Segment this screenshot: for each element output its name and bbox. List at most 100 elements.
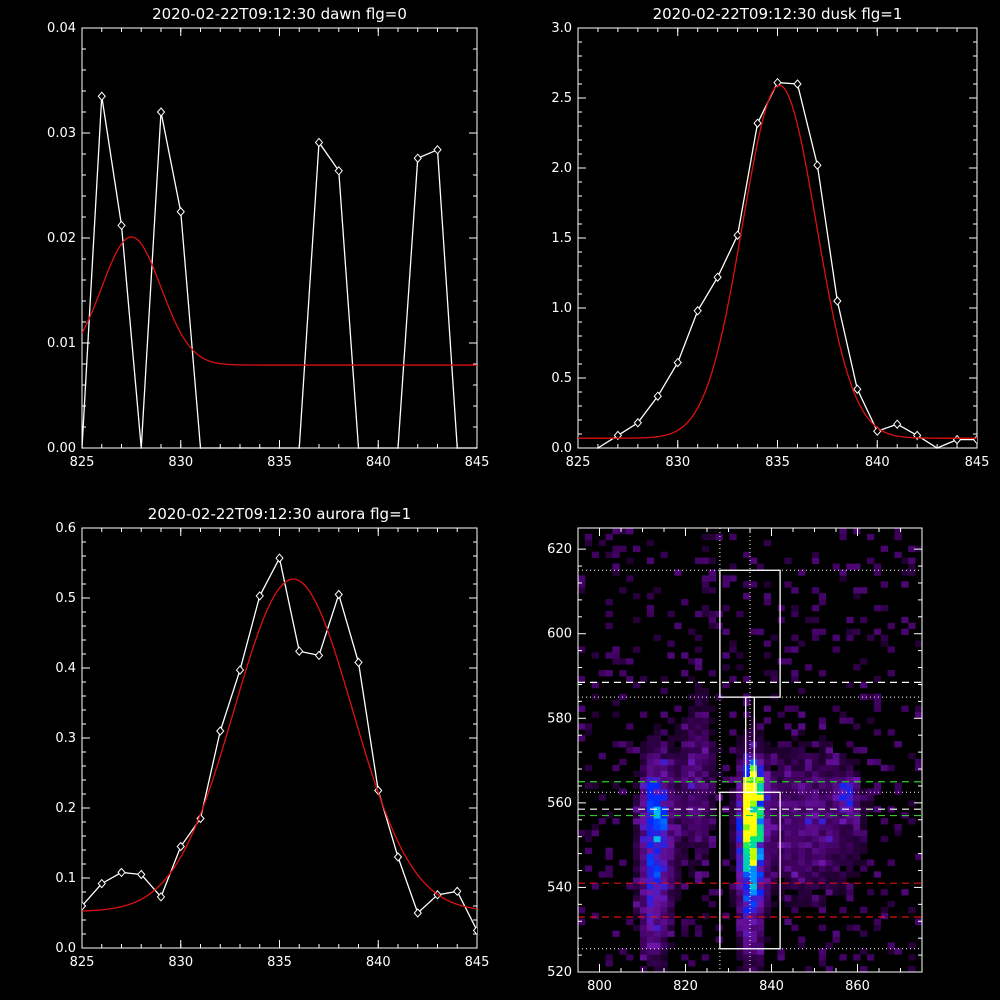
x-tick-label: 835 [765,455,790,470]
y-tick-label: 0.5 [55,591,76,606]
data-point [673,357,682,368]
data-point [97,878,106,889]
y-tick-label: 580 [547,711,572,726]
data-point [393,852,403,862]
chart-panel-4: 800 820 840 860 520 540 560 580 600 620 [547,527,923,994]
x-tick-label: 825 [70,955,95,970]
y-tick-label: 0.0 [551,441,572,456]
data-point [793,79,802,89]
data-point [413,908,422,918]
y-tick-label: 540 [547,880,572,895]
y-tick-label: 0.5 [551,371,572,386]
data-point [314,650,324,661]
x-tick-label: 840 [865,455,890,470]
data-point [255,591,264,601]
y-tick-label: 1.0 [551,301,572,316]
chart-title: 2020-02-22T09:12:30 dawn flg=0 [152,5,407,23]
x-tick-label: 845 [965,455,990,470]
region-box [719,791,781,950]
chart-panel-1: 825 830 835 840 845 0.00 0.01 0.02 0.03 0.04 2020-… [47,5,489,470]
chart-panel-2: 825 830 835 840 845 0.0 0.5 1.0 1.5 2.0 2.5 3.0 2020… [551,5,989,470]
data-point [633,418,643,428]
data-point [82,901,87,911]
y-tick-label: 0.3 [55,731,76,746]
data-point [597,447,599,449]
data-point [117,220,126,231]
y-tick-label: 0.01 [47,336,76,351]
x-tick-label: 835 [267,455,292,470]
y-tick-label: 560 [547,796,572,811]
data-line [82,96,477,449]
x-tick-label: 860 [845,979,870,994]
y-tick-label: 0.4 [55,661,76,676]
data-point [334,166,343,176]
x-tick-label: 840 [759,979,784,994]
data-point [476,447,477,449]
data-point [693,306,702,316]
x-tick-label: 830 [665,455,690,470]
data-point [413,153,422,163]
data-point [613,430,623,441]
y-tick-label: 0.00 [47,441,76,456]
data-point [433,145,442,155]
x-tick-label: 825 [70,455,95,470]
plot-area [578,77,977,449]
fit-curve [82,236,477,366]
data-point [853,384,862,394]
data-line [597,81,977,449]
data-point [972,434,977,445]
y-tick-label: 520 [547,965,572,980]
data-point [156,107,166,117]
data-point [176,206,185,217]
y-tick-label: 2.0 [551,161,572,176]
data-point [733,230,742,240]
data-point [82,447,83,449]
chart-title: 2020-02-22T09:12:30 dusk flg=1 [653,5,903,23]
data-point [97,91,106,102]
fit-curve [578,84,977,439]
data-point [472,925,477,936]
axes-frame [577,27,978,449]
plot-area [82,553,477,936]
x-tick-label: 840 [366,955,391,970]
data-point [196,813,205,824]
data-point [156,892,166,902]
x-tick-label: 830 [168,455,193,470]
data-point [453,886,462,897]
y-tick-label: 1.5 [551,231,572,246]
data-point [753,118,762,128]
overlay-lines [578,528,922,972]
data-point [117,867,126,878]
y-tick-label: 0.6 [55,521,76,536]
data-point [239,447,241,449]
data-point [833,296,842,306]
data-point [275,553,284,563]
data-point [936,447,938,449]
plot-area [82,91,477,449]
data-point [295,646,304,656]
y-tick-label: 0.03 [47,126,76,141]
x-tick-label: 820 [673,979,698,994]
x-tick-label: 835 [267,955,292,970]
data-point [334,589,343,600]
y-tick-label: 0.2 [55,801,76,816]
y-tick-label: 0.0 [55,941,76,956]
x-tick-label: 845 [465,455,490,470]
y-tick-label: 0.1 [55,871,76,886]
data-point [258,447,261,449]
x-tick-label: 800 [587,979,612,994]
data-point [176,841,185,852]
data-point [653,391,662,401]
data-point [354,657,363,668]
axes-frame [81,527,478,949]
data-point [357,447,360,449]
data-point [278,447,281,449]
chart-panel-3: 825 830 835 840 845 0.0 0.1 0.2 0.3 0.4 0.5 0.6 2020… [55,505,489,970]
data-point [137,869,146,880]
data-point [813,160,822,170]
data-point [397,447,399,449]
y-tick-label: 3.0 [551,21,572,36]
data-point [216,726,225,736]
heatmap-image [578,528,922,972]
y-tick-label: 2.5 [551,91,572,106]
